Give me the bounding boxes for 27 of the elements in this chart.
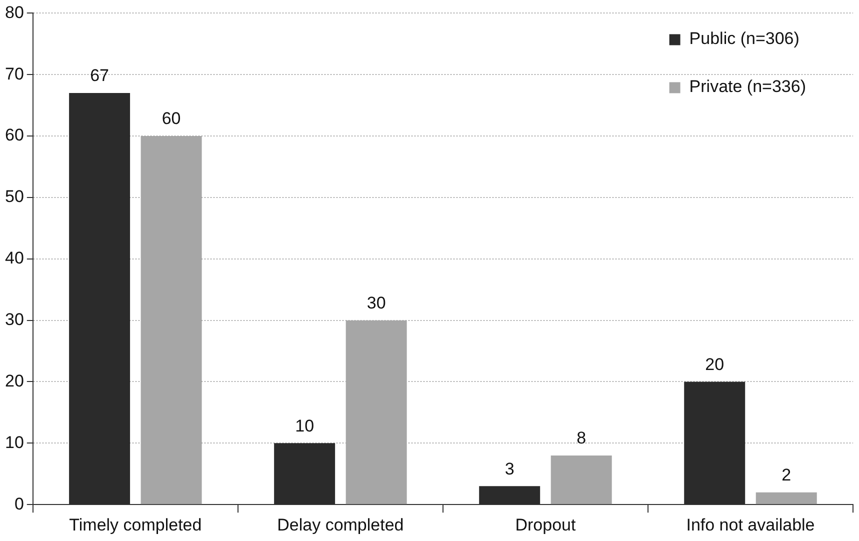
legend-label: Private (n=336) (689, 76, 806, 96)
data-label: 20 (705, 354, 724, 374)
x-tick-label: Dropout (515, 515, 576, 534)
data-label: 10 (295, 416, 314, 436)
y-tick-label: 50 (4, 187, 24, 206)
y-tick-label: 80 (4, 2, 24, 22)
y-tick-label: 20 (4, 371, 24, 390)
y-tick-label: 40 (4, 248, 24, 268)
data-label: 8 (576, 428, 586, 448)
legend-label: Public (n=306) (689, 28, 800, 48)
y-tick-label: 10 (4, 432, 24, 452)
y-tick-label: 0 (14, 494, 24, 514)
data-label: 60 (162, 109, 181, 128)
data-label: 3 (504, 459, 514, 478)
data-label: 67 (90, 66, 109, 86)
bar (346, 320, 407, 504)
y-tick-label: 70 (4, 64, 24, 84)
y-tick-label: 30 (4, 310, 24, 330)
data-label: 30 (366, 294, 386, 313)
bar (756, 492, 817, 504)
x-tick-label: Info not available (686, 515, 815, 534)
x-tick-label: Timely completed (69, 515, 202, 534)
bar (550, 455, 612, 504)
data-label: 2 (782, 466, 792, 485)
y-tick-label: 60 (4, 126, 24, 145)
x-tick-label: Delay completed (277, 515, 404, 534)
bar (140, 136, 202, 504)
